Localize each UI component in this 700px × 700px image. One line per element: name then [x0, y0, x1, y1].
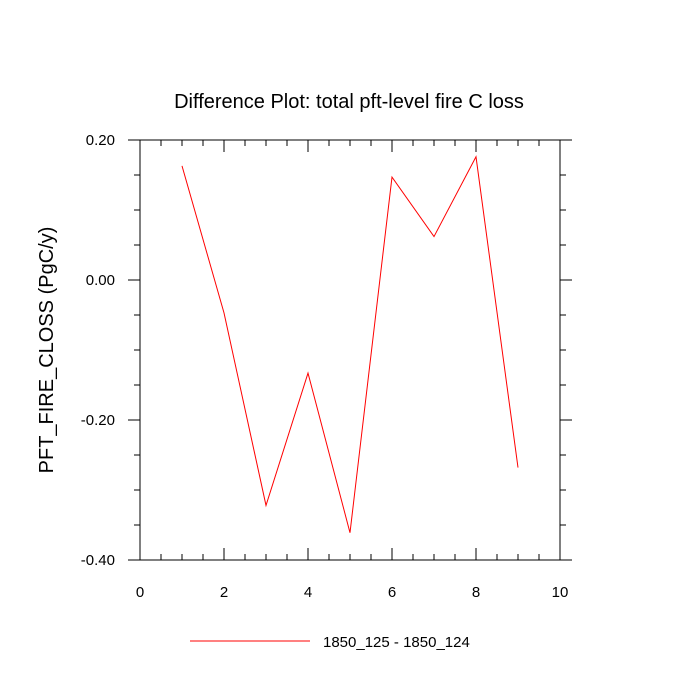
- legend: 1850_125 - 1850_124: [190, 634, 470, 651]
- chart-title: Difference Plot: total pft-level fire C …: [174, 91, 524, 113]
- y-tick-label: 0.20: [86, 132, 115, 149]
- y-axis-label: PFT_FIRE_CLOSS (PgC/y): [36, 227, 58, 474]
- x-tick-label: 4: [304, 584, 312, 601]
- legend-label: 1850_125 - 1850_124: [323, 634, 470, 651]
- plot-frame: [139, 139, 561, 561]
- y-tick-label: 0.00: [86, 272, 115, 289]
- x-tick-label: 6: [388, 584, 396, 601]
- x-tick-label: 2: [220, 584, 228, 601]
- y-tick-label: -0.40: [81, 552, 115, 569]
- y-axis-tick-labels: -0.40 -0.20 0.00 0.20: [81, 132, 115, 569]
- x-tick-label: 8: [472, 584, 480, 601]
- axis-ticks: [128, 139, 572, 561]
- series-layer: [181, 155, 519, 533]
- x-axis-tick-labels: 0 2 4 6 8 10: [136, 584, 569, 601]
- x-tick-label: 10: [552, 584, 569, 601]
- y-tick-label: -0.20: [81, 412, 115, 429]
- series-line: [181, 155, 519, 533]
- x-tick-label: 0: [136, 584, 144, 601]
